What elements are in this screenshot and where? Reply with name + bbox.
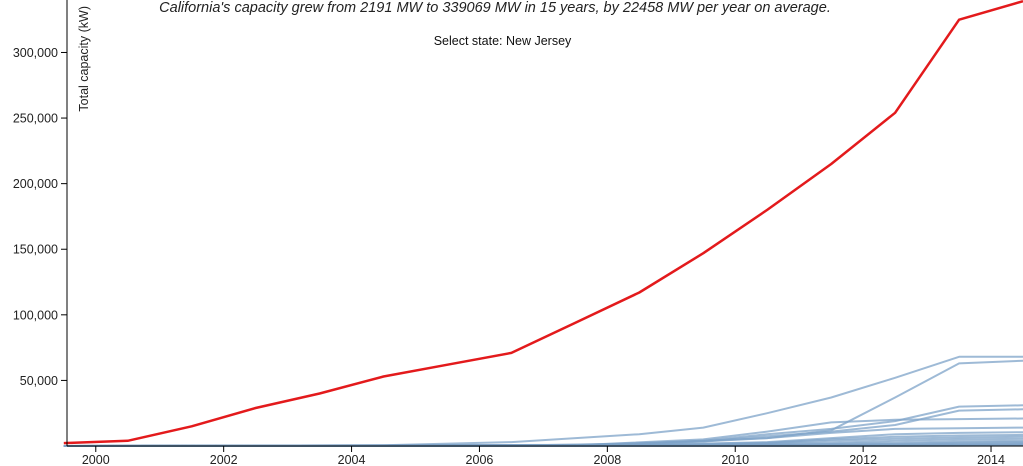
x-tick-label: 2002 (210, 453, 238, 466)
y-tick: 50,000 (20, 374, 67, 388)
x-tick: 2012 (849, 446, 877, 466)
axes: 50,000 100,000 150,000 200,000 250,000 300,00… (13, 0, 1023, 466)
state-selector[interactable]: Select state: New Jersey (433, 34, 572, 48)
series-line-california (63, 0, 1023, 445)
y-axis-label: Total capacity (kW) (77, 6, 91, 112)
y-tick-label: 250,000 (13, 112, 58, 126)
other-states-lines (63, 355, 1023, 447)
x-tick-label: 2010 (721, 453, 749, 466)
x-tick: 2002 (210, 446, 238, 466)
series-line-2 (63, 359, 1023, 447)
x-tick-label: 2000 (82, 453, 110, 466)
x-tick: 2006 (466, 446, 494, 466)
x-tick-label: 2014 (977, 453, 1005, 466)
x-tick-label: 2008 (593, 453, 621, 466)
y-tick-label: 200,000 (13, 177, 58, 191)
series-line-1 (63, 355, 1023, 447)
highlighted-state-line (63, 0, 1023, 445)
y-tick-label: 50,000 (20, 374, 58, 388)
x-tick: 2010 (721, 446, 749, 466)
y-tick: 200,000 (13, 177, 67, 191)
x-tick-label: 2004 (338, 453, 366, 466)
y-tick: 150,000 (13, 243, 67, 257)
chart-headline: California's capacity grew from 2191 MW … (159, 0, 831, 16)
x-tick: 2014 (977, 446, 1005, 466)
x-tick: 2008 (593, 446, 621, 466)
x-tick: 2004 (338, 446, 366, 466)
y-tick: 100,000 (13, 308, 67, 322)
y-tick-label: 300,000 (13, 46, 58, 60)
x-tick: 2000 (82, 446, 110, 466)
y-tick: 250,000 (13, 112, 67, 126)
x-tick-label: 2006 (466, 453, 494, 466)
y-tick-label: 150,000 (13, 243, 58, 257)
y-tick-label: 100,000 (13, 308, 58, 322)
y-tick: 300,000 (13, 46, 67, 60)
x-tick-label: 2012 (849, 453, 877, 466)
